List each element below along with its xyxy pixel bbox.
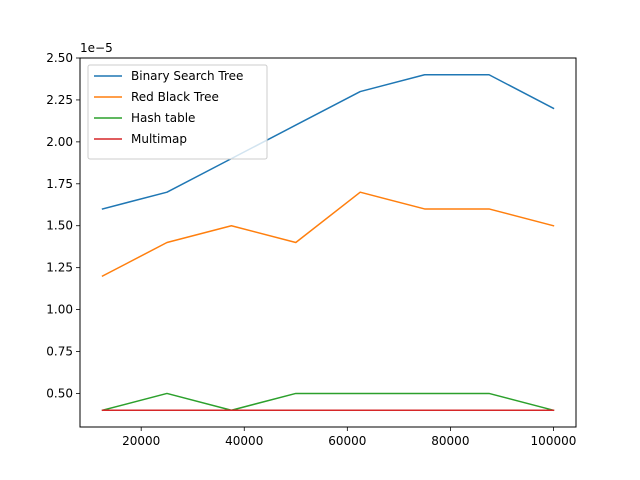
- y-tick-label: 2.25: [46, 93, 73, 107]
- y-axis: 0.50 0.75 1.00 1.25 1.50 1.75 2.00 2.25 2.50: [46, 51, 80, 400]
- y-tick-label: 2.00: [46, 135, 73, 149]
- y-tick-label: 1.00: [46, 303, 73, 317]
- x-tick-label: 20000: [122, 434, 160, 448]
- series-line-binary-search-tree: [101, 74, 555, 210]
- y-tick-label: 1.50: [46, 219, 73, 233]
- legend-label: Multimap: [131, 132, 187, 146]
- y-offset-label: 1e−5: [80, 41, 113, 55]
- x-axis: 20000 40000 60000 80000 100000: [122, 427, 576, 448]
- x-tick-label: 100000: [531, 434, 577, 448]
- legend-label: Red Black Tree: [131, 90, 219, 104]
- series-layer: [101, 74, 555, 412]
- y-tick-label: 0.75: [46, 345, 73, 359]
- series-line-hash-table: [101, 392, 555, 412]
- legend-box: [87, 64, 268, 160]
- y-tick-label: 1.25: [46, 261, 73, 275]
- x-tick-label: 60000: [328, 434, 366, 448]
- legend-label: Hash table: [131, 111, 195, 125]
- x-tick-label: 40000: [225, 434, 263, 448]
- y-tick-label: 1.75: [46, 177, 73, 191]
- legend-label: Binary Search Tree: [131, 69, 243, 83]
- y-tick-label: 2.50: [46, 51, 73, 65]
- series-line-red-black-tree: [101, 191, 555, 278]
- x-tick-label: 80000: [431, 434, 469, 448]
- plot-frame: [79, 57, 577, 428]
- legend: Binary Search Tree Red Black Tree Hash tab…: [87, 64, 268, 160]
- y-tick-label: 0.50: [46, 386, 73, 400]
